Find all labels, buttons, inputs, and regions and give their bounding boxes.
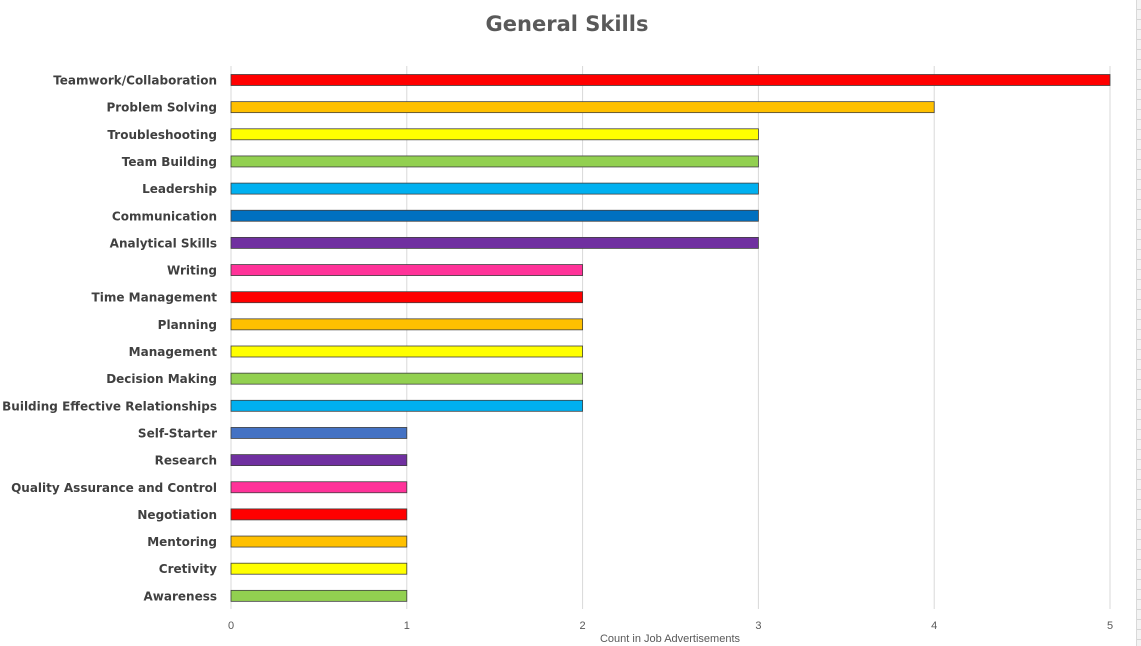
x-tick-label: 4	[931, 620, 937, 632]
bar	[230, 427, 408, 439]
x-tick-label: 3	[755, 620, 761, 632]
bar	[230, 101, 935, 114]
category-label: Self-Starter	[138, 426, 217, 440]
bar	[230, 345, 584, 358]
category-label: Research	[155, 454, 217, 468]
x-tick-labels: 0 1 2 3 4 5	[228, 620, 1113, 632]
category-label: Building Effective Relationships	[2, 399, 217, 413]
bar	[230, 128, 759, 141]
category-label: Teamwork/Collaboration	[53, 74, 217, 88]
bar	[230, 209, 759, 222]
bar	[230, 562, 408, 575]
bar	[230, 508, 408, 521]
category-label: Awareness	[144, 589, 218, 603]
bar	[230, 535, 408, 548]
bar	[230, 589, 408, 602]
bar	[230, 454, 408, 467]
category-label: Writing	[167, 264, 217, 278]
bar	[230, 399, 584, 412]
category-label: Team Building	[122, 155, 217, 169]
category-labels: Teamwork/Collaboration Problem Solving Tro…	[2, 74, 217, 604]
x-axis-title: Count in Job Advertisements	[600, 633, 741, 645]
category-label: Communication	[112, 209, 217, 223]
x-tick-label: 0	[228, 620, 234, 632]
bar	[230, 291, 584, 304]
category-label: Planning	[158, 318, 217, 332]
bar	[230, 318, 584, 331]
category-label: Quality Assurance and Control	[11, 481, 217, 495]
bars	[230, 74, 1111, 602]
category-label: Analytical Skills	[110, 236, 217, 250]
category-label: Decision Making	[106, 372, 217, 386]
bar	[230, 372, 584, 385]
category-label: Management	[129, 345, 218, 359]
category-label: Mentoring	[147, 535, 217, 549]
window-edge	[1136, 0, 1141, 646]
x-tick-label: 1	[404, 620, 410, 632]
bar	[230, 264, 584, 276]
bar	[230, 74, 1111, 86]
category-label: Time Management	[92, 291, 218, 305]
bar	[230, 155, 759, 168]
category-label: Leadership	[142, 182, 217, 196]
bar	[230, 481, 408, 494]
x-tick-label: 5	[1107, 620, 1113, 632]
category-label: Troubleshooting	[107, 128, 217, 142]
category-label: Problem Solving	[106, 101, 217, 115]
bar	[230, 236, 759, 249]
bar	[230, 182, 759, 195]
gridlines	[230, 66, 1111, 609]
x-tick-label: 2	[580, 620, 586, 632]
category-label: Cretivity	[159, 562, 217, 576]
category-label: Negotiation	[137, 508, 217, 522]
chart-title: General Skills	[485, 12, 649, 36]
